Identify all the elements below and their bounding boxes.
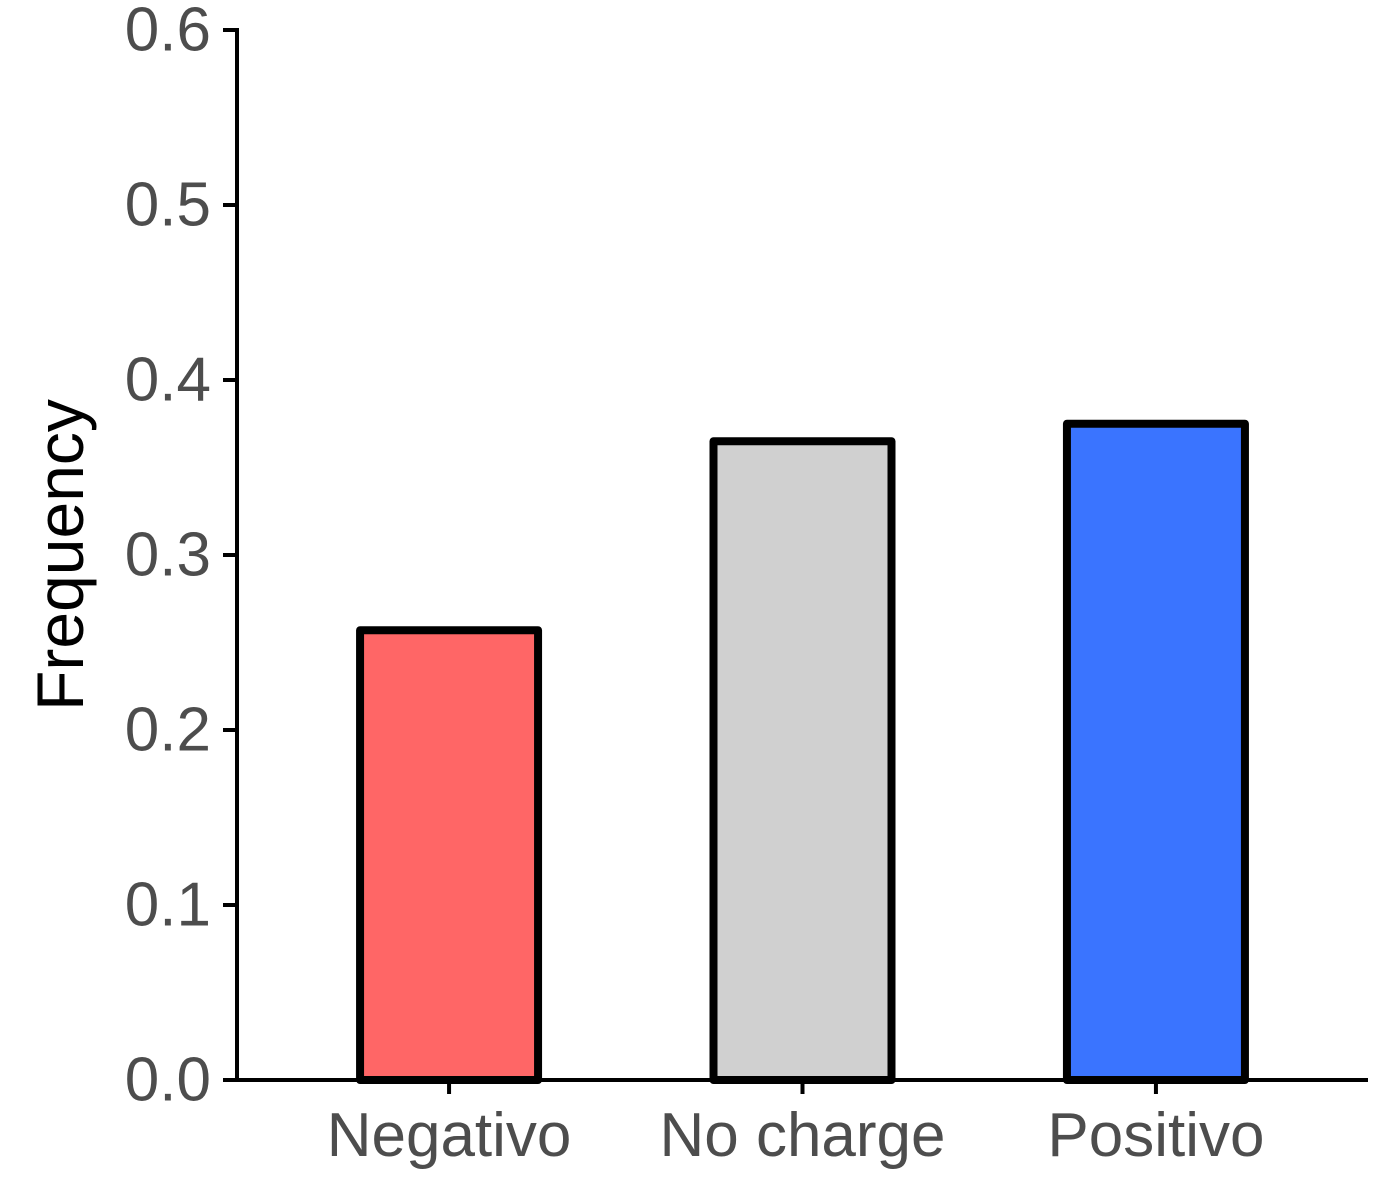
x-tick-label: Positivo (1047, 1101, 1264, 1170)
bar (1062, 419, 1249, 1084)
y-tick-label: 0.6 (125, 0, 211, 65)
y-tick-label: 0.4 (125, 346, 211, 415)
x-axis-ticks: Negativo No charge Positivo (327, 1080, 1264, 1170)
y-tick-label: 0.5 (125, 171, 211, 240)
y-axis-title: Frequency (23, 399, 97, 711)
bars (356, 419, 1249, 1084)
y-tick-label: 0.2 (125, 696, 211, 765)
y-tick-label: 0.3 (125, 521, 211, 590)
bar (709, 437, 896, 1084)
y-tick-label: 0.0 (125, 1046, 211, 1115)
x-tick-label: Negativo (327, 1101, 572, 1170)
y-axis-ticks: 0.0 0.1 0.2 0.3 0.4 0.5 0.6 (125, 0, 237, 1115)
bar (356, 626, 543, 1084)
y-tick-label: 0.1 (125, 871, 211, 940)
x-tick-label: No charge (659, 1101, 945, 1170)
